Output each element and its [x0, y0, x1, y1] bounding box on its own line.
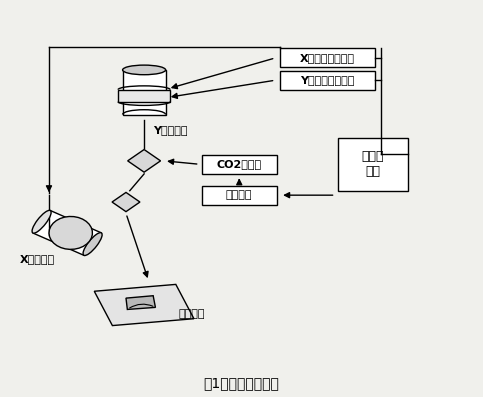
- Text: CO2激光器: CO2激光器: [217, 159, 262, 169]
- Bar: [202, 186, 277, 204]
- Bar: [338, 138, 408, 191]
- Bar: [202, 155, 277, 174]
- Text: 激光电源: 激光电源: [226, 190, 253, 200]
- Text: X扫描振镜: X扫描振镜: [19, 254, 55, 264]
- Text: 单片机
系统: 单片机 系统: [362, 150, 384, 178]
- Text: 图1：仪器工作原理: 图1：仪器工作原理: [203, 376, 280, 390]
- Ellipse shape: [32, 210, 51, 233]
- Polygon shape: [112, 193, 140, 212]
- Text: X扫描振镜驱动器: X扫描振镜驱动器: [300, 53, 355, 63]
- Polygon shape: [126, 296, 156, 309]
- Bar: [118, 90, 170, 102]
- Text: Y扫描振镜驱动器: Y扫描振镜驱动器: [300, 75, 355, 85]
- Polygon shape: [33, 210, 101, 255]
- Bar: [280, 48, 375, 67]
- Bar: [280, 71, 375, 90]
- Bar: [123, 70, 166, 114]
- Polygon shape: [94, 284, 194, 326]
- Ellipse shape: [123, 65, 166, 75]
- Text: Y扫描振镜: Y扫描振镜: [153, 125, 188, 135]
- Text: 人体皮肤: 人体皮肤: [178, 308, 205, 318]
- Ellipse shape: [83, 233, 102, 256]
- Polygon shape: [49, 216, 92, 249]
- Polygon shape: [128, 150, 160, 172]
